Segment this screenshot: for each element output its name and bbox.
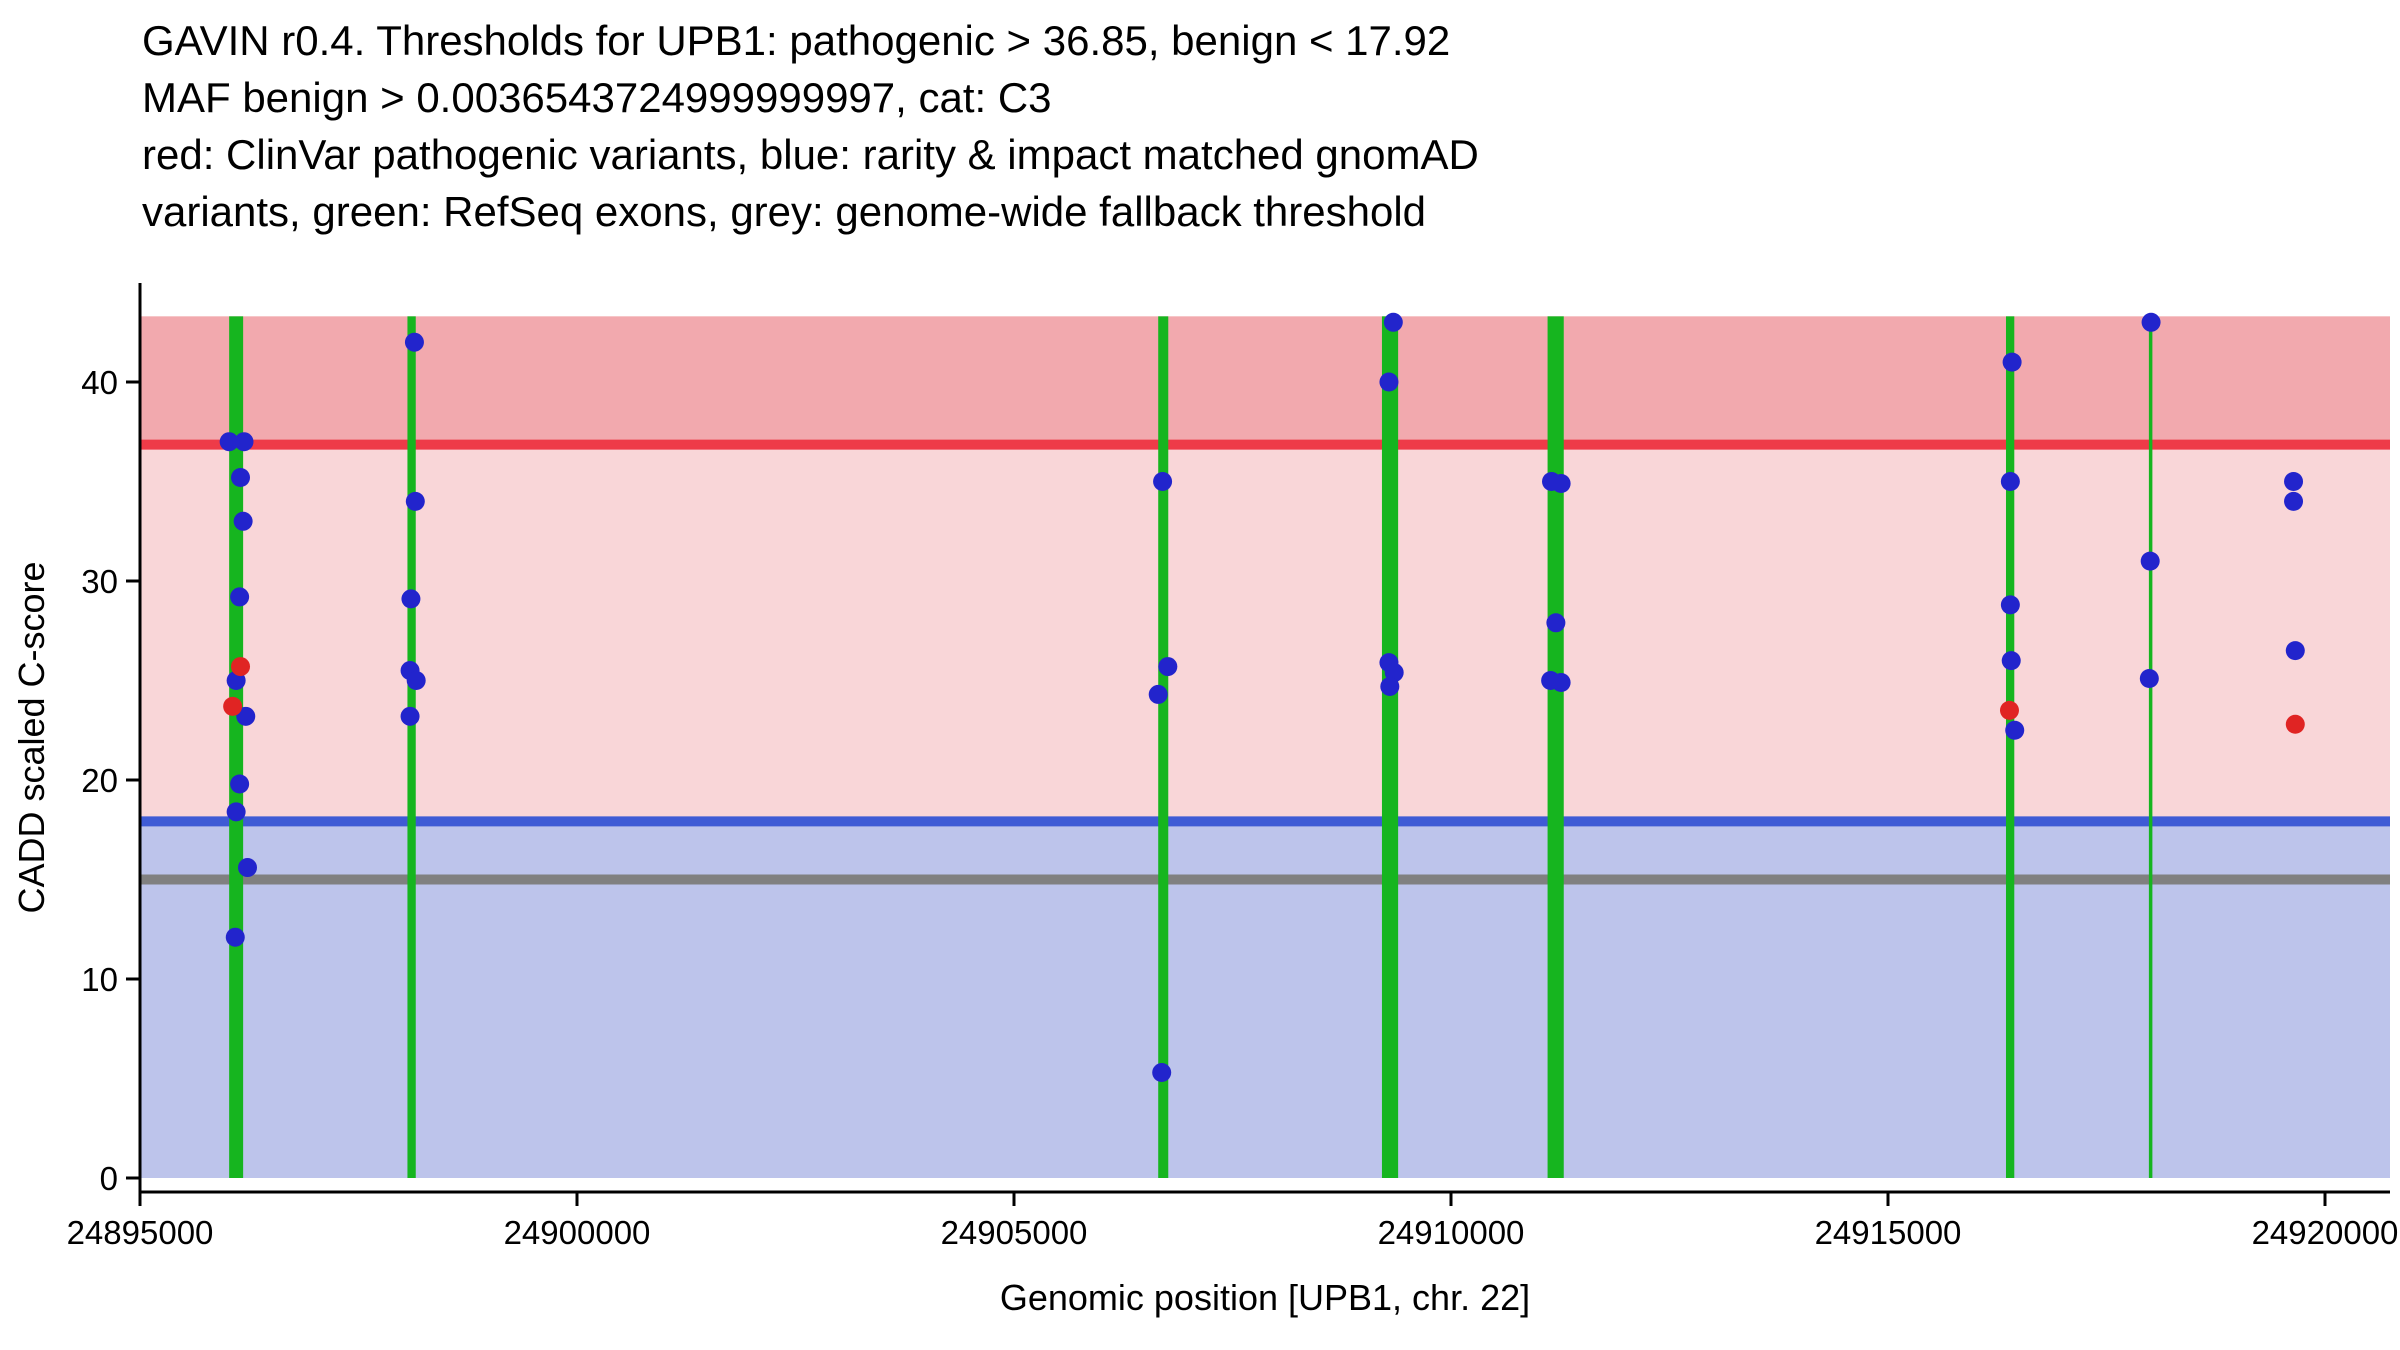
- y-tick-label: 20: [81, 762, 118, 799]
- gnomad-point: [1153, 472, 1173, 491]
- gnomad-point: [2285, 641, 2305, 661]
- gnomad-point: [1380, 676, 1400, 696]
- gnomad-point: [1383, 312, 1403, 332]
- region-pathogenic-zone: [140, 316, 2390, 445]
- x-tick-label: 24920000: [2252, 1214, 2399, 1251]
- gnomad-point: [2284, 491, 2304, 511]
- y-tick-label: 10: [81, 961, 118, 998]
- gnomad-point: [231, 468, 251, 488]
- exon-line-1: [229, 316, 244, 1179]
- gnomad-point: [1551, 672, 1571, 692]
- gnomad-point: [2141, 312, 2161, 332]
- gnomad-point: [1158, 657, 1178, 677]
- gnomad-point: [234, 432, 254, 452]
- gnomad-point: [225, 927, 245, 947]
- gnomad-point: [236, 706, 256, 726]
- x-tick-label: 24895000: [67, 1214, 214, 1251]
- exon-line-4: [1381, 316, 1399, 1179]
- y-tick-label: 30: [81, 563, 118, 600]
- y-tick-label: 40: [81, 364, 118, 401]
- gnomad-point: [1546, 613, 1566, 633]
- title-line-2: MAF benign > 0.0036543724999999997, cat:…: [142, 74, 1052, 121]
- gnomad-point: [233, 511, 253, 531]
- clinvar-pathogenic-point: [223, 696, 243, 716]
- clinvar-pathogenic-point: [1999, 700, 2019, 720]
- title-line-3: red: ClinVar pathogenic variants, blue: …: [142, 131, 1479, 178]
- x-tick-label: 24910000: [1378, 1214, 1525, 1251]
- gnomad-point: [230, 587, 250, 607]
- gnomad-point: [238, 858, 258, 878]
- exon-line-3: [1158, 316, 1169, 1179]
- plot-title: GAVIN r0.4. Thresholds for UPB1: pathoge…: [142, 12, 1479, 240]
- exon-line-5: [1547, 316, 1564, 1179]
- gnomad-point: [2000, 472, 2020, 491]
- gnomad-point: [2002, 352, 2022, 372]
- x-tick-label: 24900000: [504, 1214, 651, 1251]
- y-tick-label: 0: [100, 1160, 118, 1197]
- x-tick-label: 24915000: [1815, 1214, 1962, 1251]
- gnomad-point: [2140, 551, 2160, 571]
- x-tick-label: 24905000: [941, 1214, 1088, 1251]
- gnomad-point: [1551, 473, 1571, 493]
- gnomad-point: [2284, 472, 2304, 491]
- gnomad-point: [1148, 684, 1168, 704]
- exon-line-7: [2148, 316, 2153, 1179]
- gnomad-point: [1152, 1063, 1172, 1083]
- gnomad-point: [2005, 720, 2025, 740]
- y-axis-label: CADD scaled C-score: [11, 561, 52, 913]
- gnomad-point: [406, 671, 426, 690]
- clinvar-pathogenic-point: [231, 657, 251, 677]
- gnomad-point: [404, 332, 424, 352]
- gnomad-point: [2139, 669, 2159, 689]
- gnomad-point: [2000, 595, 2020, 615]
- x-axis-label: Genomic position [UPB1, chr. 22]: [1000, 1277, 1530, 1318]
- gnomad-point: [230, 774, 250, 794]
- title-line-1: GAVIN r0.4. Thresholds for UPB1: pathoge…: [142, 17, 1451, 64]
- gnomad-point: [2001, 651, 2021, 671]
- region-intermediate-zone: [140, 444, 2390, 822]
- gnomad-point: [405, 491, 425, 511]
- gnomad-point: [400, 706, 420, 726]
- exon-line-2: [407, 316, 416, 1179]
- title-line-4: variants, green: RefSeq exons, grey: gen…: [142, 188, 1427, 235]
- gnomad-point: [219, 432, 239, 452]
- clinvar-pathogenic-point: [2285, 714, 2305, 734]
- gnomad-point: [226, 802, 246, 822]
- exon-line-6: [2005, 316, 2015, 1179]
- gnomad-point: [1379, 372, 1399, 392]
- gnomad-point: [401, 589, 421, 609]
